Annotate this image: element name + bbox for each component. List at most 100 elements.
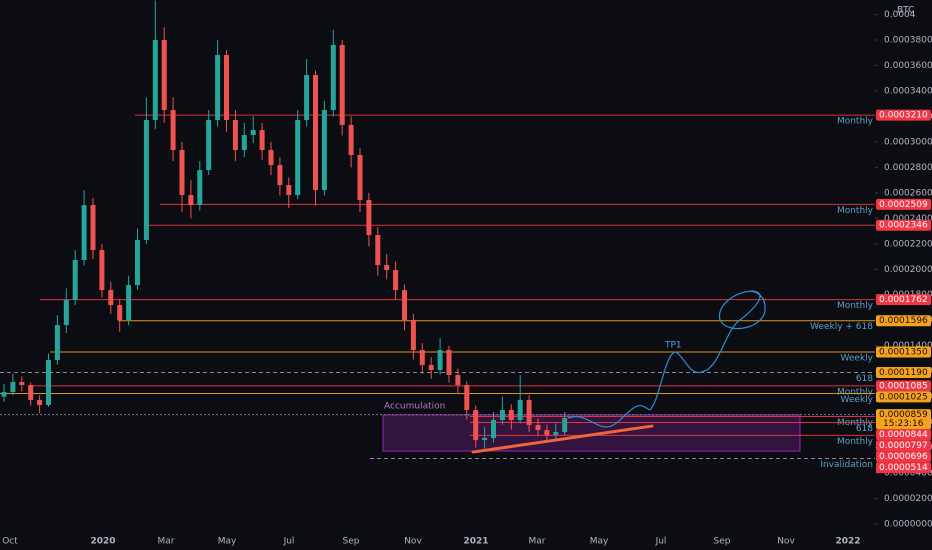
candle-body (268, 150, 274, 166)
y-tick-label: 0.0002600 (884, 188, 932, 198)
y-tick-label: 0.0002800 (884, 163, 932, 173)
candle-body (428, 365, 434, 371)
level-label: Monthly (837, 301, 874, 311)
price-tag-label: 0.0001762 (879, 295, 928, 305)
candle-body (562, 418, 568, 433)
y-tick-label: 0.0000000 (884, 520, 932, 530)
price-tag-label: 0.0000514 (879, 463, 928, 473)
candle-body (179, 150, 185, 196)
price-tag (876, 315, 931, 327)
x-tick-label: Nov (404, 537, 422, 547)
candle-body (1, 392, 7, 397)
candle-body (330, 44, 336, 111)
price-tag (876, 294, 931, 306)
y-tick-label: 0.0003600 (884, 61, 932, 71)
level-label: Weekly + 618 (810, 322, 873, 332)
countdown-label: 15:23:16 (883, 419, 924, 429)
projection-path (567, 290, 766, 428)
candle-body (410, 319, 416, 351)
x-tick-label: 2022 (835, 537, 860, 547)
candle-body (535, 425, 541, 431)
candle-body (250, 130, 256, 136)
candle-body (135, 239, 140, 286)
candle-body (491, 419, 496, 439)
x-tick-label: 2021 (463, 537, 488, 547)
x-tick-label: Mar (529, 537, 546, 547)
level-label: Monthly (837, 437, 874, 447)
price-tag-label: 0.0000797 (879, 441, 928, 451)
candle-body (508, 410, 514, 420)
candle-body (544, 430, 550, 435)
x-tick-label: Jul (283, 537, 295, 547)
level-label: Weekly (841, 354, 874, 364)
price-tag (876, 451, 931, 463)
candle-body (473, 410, 479, 441)
price-tag (876, 462, 931, 474)
x-tick-label: May (218, 537, 237, 547)
x-tick-label: 2020 (90, 537, 115, 547)
price-tag (876, 366, 931, 378)
plot-area: Accumulation Monthly Monthly Monthly Weekly … (0, 0, 875, 470)
price-tag-label: 0.0001596 (879, 316, 928, 326)
price-tag (876, 391, 931, 403)
candle-body (19, 381, 25, 386)
candle-body (553, 432, 559, 435)
candle-body (108, 290, 114, 306)
level-label: Invalidation (820, 460, 873, 470)
price-tag (876, 440, 931, 452)
candle-body (206, 119, 212, 171)
candle-body (81, 205, 87, 260)
candle-body (161, 39, 167, 111)
candle-body (446, 350, 452, 375)
price-tag-label: 0.0003210 (879, 111, 928, 121)
price-tag (876, 109, 931, 121)
price-tag (876, 198, 931, 210)
candle-body (224, 55, 229, 120)
candle-body (117, 305, 123, 320)
candle-body (286, 185, 292, 196)
candle-body (99, 250, 105, 291)
price-tag-label: 0.0002509 (879, 200, 928, 210)
candle-body (126, 285, 132, 320)
candle-body (28, 385, 34, 400)
y-tick-label: 0.0002400 (884, 214, 932, 224)
price-tag-label: 0.0000844 (879, 430, 928, 440)
accumulation-label: Accumulation (384, 401, 445, 411)
y-tick-label: 0.0001400 (884, 341, 932, 351)
candle-body (482, 438, 488, 441)
level-label: 618 (856, 424, 873, 434)
x-tick-label: Oct (2, 537, 18, 547)
x-tick-label: Sep (343, 537, 360, 547)
price-tag (876, 409, 931, 430)
price-tag (876, 219, 931, 231)
y-tick-label: 0.0003800 (884, 35, 932, 45)
level-label: Monthly (837, 418, 874, 428)
level-label: Monthly (837, 206, 874, 216)
candle-body (54, 325, 60, 360)
y-tick-label: 0.0002000 (884, 265, 932, 275)
trendline (471, 424, 654, 454)
candle-body (339, 44, 345, 125)
candle-body (393, 270, 399, 291)
candle-body (357, 155, 363, 200)
price-tag-label: 0.0000859 (879, 410, 928, 420)
candle-body (304, 75, 310, 120)
price-axis: 0.00000000.00002000.00004000.00006000.00… (875, 0, 932, 550)
candle-body (72, 259, 78, 300)
x-tick-label: Nov (777, 537, 795, 547)
price-tag-label: 0.0001085 (879, 381, 928, 391)
level-label: Monthly (837, 387, 874, 397)
level-label: 618 (856, 374, 873, 384)
candle-body (170, 110, 176, 151)
x-tick-label: Sep (714, 537, 731, 547)
level-label: Weekly (841, 395, 874, 405)
candle-body (152, 39, 158, 120)
candle-body (375, 235, 381, 266)
candle-body (241, 135, 247, 151)
candle-body (313, 75, 318, 191)
candle-body (215, 55, 221, 120)
candle-body (10, 381, 16, 393)
price-tag-label: 0.0001350 (879, 348, 928, 358)
